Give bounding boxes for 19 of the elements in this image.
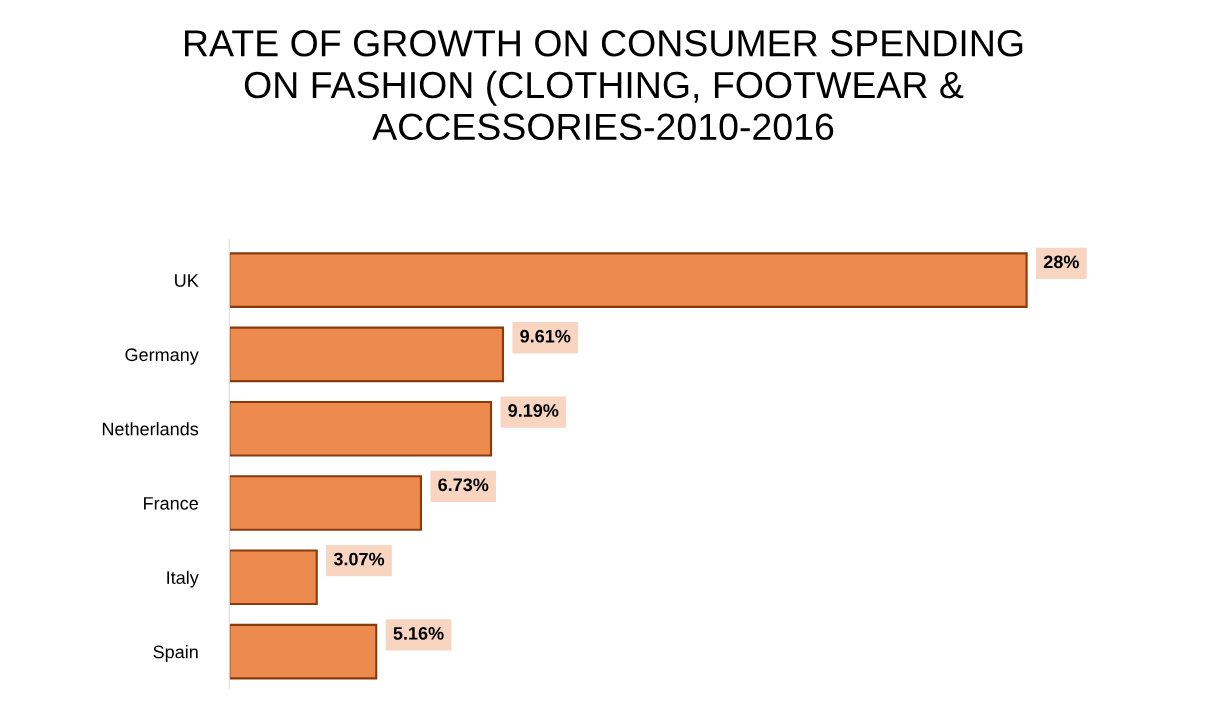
bar <box>229 475 422 531</box>
y-tick-label: Germany <box>125 348 199 365</box>
bar <box>229 623 378 680</box>
y-tick-label: Spain <box>153 645 198 662</box>
chart-title: RATE OF GROWTH ON CONSUMER SPENDING ON FASHION (CLOTHING, FOOTWEAR & ACCESSORIES-2010-2016 <box>185 29 1023 141</box>
bar <box>229 252 1028 308</box>
y-tick-label: Netherlands <box>102 422 199 436</box>
y-tick-label: France <box>144 497 198 510</box>
data-label: 6.73% <box>438 478 489 492</box>
data-label: 9.19% <box>508 404 559 417</box>
bar <box>229 400 493 457</box>
y-tick-label: UK <box>175 274 199 287</box>
data-label: 9.61% <box>520 329 571 343</box>
bar <box>229 326 505 383</box>
data-label: 3.07% <box>333 552 385 566</box>
y-tick-label: Italy <box>167 570 199 588</box>
data-label: 5.16% <box>393 627 444 640</box>
bar <box>229 549 318 606</box>
data-label: 28% <box>1043 255 1079 269</box>
